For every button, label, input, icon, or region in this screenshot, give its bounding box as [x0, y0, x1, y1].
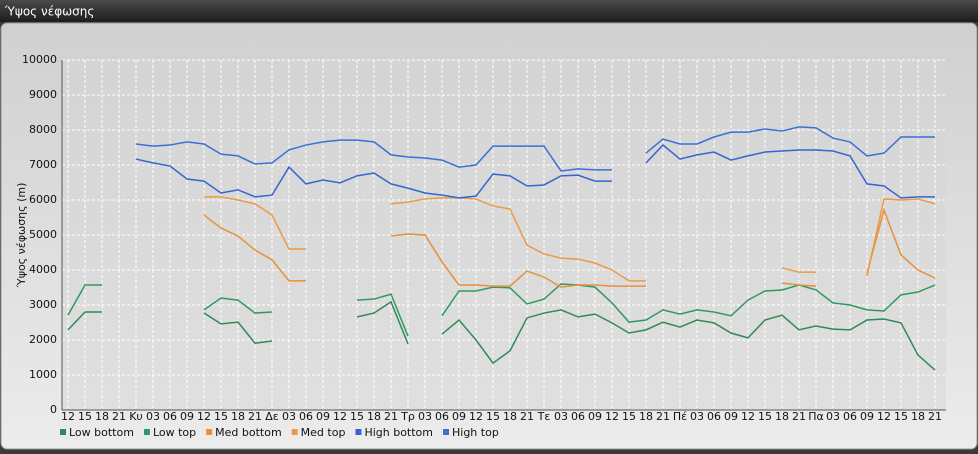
chart-title: Ύψος νέφωσης	[4, 5, 94, 19]
x-tick-label: 03	[146, 410, 160, 423]
x-tick-label: 12	[333, 410, 347, 423]
legend-label: Med top	[301, 426, 346, 439]
x-tick-label: 15	[214, 410, 228, 423]
legend-label: Low bottom	[69, 426, 134, 439]
series-line	[67, 300, 936, 371]
x-tick-label: 21	[792, 410, 806, 423]
series-line	[204, 196, 936, 282]
x-tick-label: 12	[741, 410, 755, 423]
y-tick-label: 5000	[29, 228, 57, 241]
x-tick-label: 09	[860, 410, 874, 423]
x-tick-label: 18	[367, 410, 381, 423]
y-tick-label: 2000	[29, 333, 57, 346]
x-tick-label: Τρ	[400, 410, 415, 423]
x-tick-label: Δε	[265, 410, 279, 423]
x-tick-label: Πα	[808, 410, 824, 423]
y-tick-label: 3000	[29, 298, 57, 311]
legend-swatch	[143, 429, 150, 435]
x-tick-label: 03	[418, 410, 432, 423]
x-tick-label: 21	[928, 410, 942, 423]
x-tick-label: 09	[180, 410, 194, 423]
legend-label: Med bottom	[215, 426, 282, 439]
series-line	[203, 207, 936, 288]
x-tick-label: Πέ	[673, 410, 687, 423]
y-tick-label: 6000	[29, 193, 57, 206]
x-tick-label: 21	[656, 410, 670, 423]
x-tick-label: 18	[775, 410, 789, 423]
y-tick-label: 7000	[29, 158, 57, 171]
x-tick-label: 12	[469, 410, 483, 423]
x-tick-label: 09	[452, 410, 466, 423]
legend-label: High bottom	[364, 426, 433, 439]
series-line	[135, 144, 935, 199]
x-tick-label: 09	[588, 410, 602, 423]
x-tick-label: 18	[503, 410, 517, 423]
x-tick-label: 12	[877, 410, 891, 423]
x-tick-label: 12	[197, 410, 211, 423]
x-tick-label: Τε	[537, 410, 551, 423]
x-tick-label: Κυ	[129, 410, 143, 423]
x-tick-label: 15	[894, 410, 908, 423]
x-tick-label: 03	[554, 410, 568, 423]
x-tick-label: 03	[690, 410, 704, 423]
series-line	[135, 126, 935, 172]
y-tick-label: 10000	[22, 53, 57, 66]
x-tick-label: 18	[639, 410, 653, 423]
y-tick-label: 9000	[29, 88, 57, 101]
y-tick-label: 4000	[29, 263, 57, 276]
legend-label: High top	[452, 426, 499, 439]
title-bar	[0, 0, 978, 22]
x-tick-label: 09	[316, 410, 330, 423]
x-tick-label: 06	[435, 410, 449, 423]
x-tick-label: 21	[520, 410, 534, 423]
legend-swatch	[206, 429, 213, 435]
x-tick-label: 18	[95, 410, 109, 423]
y-tick-label: 0	[50, 403, 57, 416]
x-tick-label: 06	[707, 410, 721, 423]
x-tick-label: 06	[299, 410, 313, 423]
x-tick-label: 15	[486, 410, 500, 423]
legend-swatch	[443, 429, 449, 435]
x-tick-label: 09	[724, 410, 738, 423]
x-tick-label: 12	[605, 410, 619, 423]
legend-label: Low top	[153, 426, 196, 439]
x-tick-label: 06	[163, 410, 177, 423]
x-tick-label: 03	[282, 410, 296, 423]
x-tick-label: 15	[350, 410, 364, 423]
y-tick-label: 8000	[29, 123, 57, 136]
series-line	[67, 283, 936, 337]
x-tick-label: 06	[571, 410, 585, 423]
x-tick-label: 15	[758, 410, 772, 423]
x-tick-label: 18	[911, 410, 925, 423]
x-tick-label: 03	[826, 410, 840, 423]
x-tick-label: 21	[248, 410, 262, 423]
legend-swatch	[355, 429, 362, 435]
x-tick-label: 18	[231, 410, 245, 423]
x-tick-label: 21	[384, 410, 398, 423]
x-tick-label: 15	[78, 410, 92, 423]
x-tick-label: 12	[61, 410, 75, 423]
legend-swatch	[291, 429, 298, 435]
x-tick-label: 06	[843, 410, 857, 423]
y-axis-label: Ύψος νέφωσης (m)	[15, 183, 28, 289]
legend-swatch	[60, 429, 66, 435]
x-tick-label: 21	[112, 410, 126, 423]
x-tick-label: 15	[622, 410, 636, 423]
y-tick-label: 1000	[29, 368, 57, 381]
